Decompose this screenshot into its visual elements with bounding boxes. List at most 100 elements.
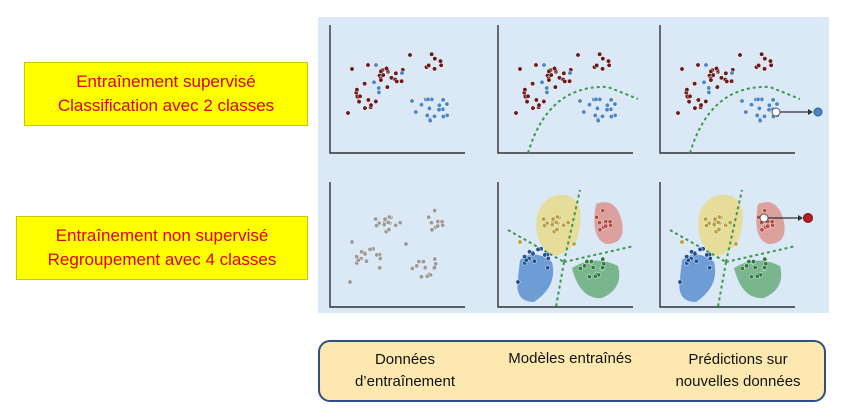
data-point xyxy=(378,68,384,74)
data-point xyxy=(612,101,618,107)
data-point xyxy=(554,227,560,233)
data-point xyxy=(432,56,438,62)
data-point xyxy=(365,62,371,68)
data-point xyxy=(600,56,606,62)
data-point xyxy=(724,78,730,84)
data-point xyxy=(522,254,528,260)
data-point xyxy=(675,110,681,116)
data-point xyxy=(531,258,537,264)
data-point xyxy=(541,99,547,104)
data-point xyxy=(544,89,550,95)
data-point xyxy=(703,99,709,104)
data-point xyxy=(584,259,590,265)
data-point xyxy=(422,265,428,271)
data-point xyxy=(762,66,768,72)
data-point xyxy=(708,68,714,74)
axes xyxy=(497,182,633,308)
data-point xyxy=(692,81,698,87)
data-point xyxy=(608,114,614,120)
data-point xyxy=(597,51,603,57)
data-point xyxy=(357,93,363,99)
data-point xyxy=(586,274,592,280)
data-point xyxy=(545,256,551,261)
data-point xyxy=(418,274,424,280)
data-point xyxy=(554,214,560,220)
data-point xyxy=(535,246,541,252)
data-point xyxy=(737,52,743,58)
data-point xyxy=(356,99,362,105)
data-point xyxy=(603,223,609,229)
data-point xyxy=(698,102,704,108)
data-point xyxy=(766,107,772,113)
data-point xyxy=(524,99,530,105)
data-point xyxy=(703,216,709,222)
data-point xyxy=(600,113,605,119)
data-point xyxy=(393,70,399,76)
data-point xyxy=(746,259,752,265)
data-point xyxy=(427,118,433,124)
data-point xyxy=(432,113,437,119)
predicted-point xyxy=(813,107,823,117)
data-point xyxy=(381,222,387,228)
data-point xyxy=(604,107,610,113)
data-point xyxy=(544,85,550,91)
data-point xyxy=(562,78,568,84)
data-point xyxy=(762,113,767,119)
unsupervised-plot-1 xyxy=(329,182,465,308)
data-point xyxy=(548,72,554,78)
data-point xyxy=(561,222,567,228)
data-point xyxy=(517,66,523,72)
data-point xyxy=(600,265,605,271)
data-point xyxy=(436,107,442,113)
data-point xyxy=(706,85,712,91)
data-point xyxy=(432,66,438,72)
data-point xyxy=(347,279,353,285)
data-point xyxy=(542,223,547,229)
cluster-boundary xyxy=(669,229,727,263)
data-point xyxy=(436,102,442,108)
data-point xyxy=(595,118,601,124)
arrow-head xyxy=(808,109,813,115)
data-point xyxy=(768,58,773,64)
data-point xyxy=(533,97,539,103)
data-point xyxy=(575,52,581,58)
data-point xyxy=(716,214,722,220)
supervised-title: Entraînement supervisé xyxy=(76,72,256,91)
data-point xyxy=(362,105,368,111)
cluster-blue xyxy=(679,254,716,302)
data-point xyxy=(565,220,571,226)
data-point xyxy=(374,252,380,258)
data-point xyxy=(374,223,379,229)
supervised-plot-1 xyxy=(329,25,465,154)
data-point xyxy=(386,227,392,233)
data-point xyxy=(373,62,379,68)
data-point xyxy=(424,112,430,118)
data-point xyxy=(733,241,739,247)
data-point xyxy=(399,78,405,84)
data-point xyxy=(592,112,598,118)
data-point xyxy=(371,79,377,85)
supervised-training-label: Entraînement supervisé Classification av… xyxy=(24,62,308,126)
data-point xyxy=(714,84,720,90)
data-point xyxy=(603,219,609,225)
data-point xyxy=(425,96,431,102)
data-point xyxy=(388,75,394,81)
data-point xyxy=(608,97,614,103)
data-point xyxy=(399,70,405,76)
data-point xyxy=(377,256,383,261)
data-point xyxy=(604,102,610,108)
data-point xyxy=(438,62,444,68)
cluster-green xyxy=(734,260,782,299)
axes xyxy=(329,182,465,308)
data-point xyxy=(679,239,685,245)
data-point xyxy=(397,220,403,226)
data-point xyxy=(704,252,710,258)
data-point xyxy=(697,246,703,252)
data-point xyxy=(755,96,761,102)
data-point xyxy=(362,81,368,87)
data-point xyxy=(432,208,438,214)
data-point xyxy=(419,102,424,108)
supervised-plot-2 xyxy=(497,25,639,154)
legend-training-data: Données d’entraînement xyxy=(354,351,456,390)
data-point xyxy=(378,77,384,83)
